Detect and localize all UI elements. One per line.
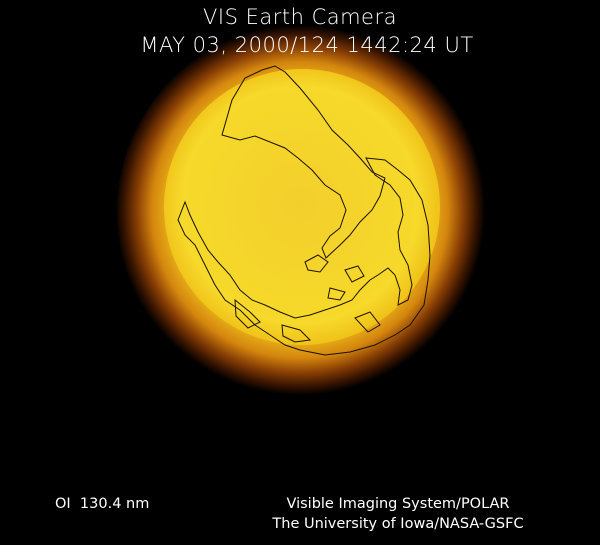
coastlines <box>177 65 431 356</box>
timestamp: MAY 03, 2000/124 1442:24 UT <box>140 33 473 57</box>
title: VIS Earth Camera <box>203 5 397 29</box>
credit-line: Visible Imaging System/POLAR <box>286 496 509 512</box>
filter-label: OI 130.4 nm <box>55 496 149 512</box>
credit-line: The University of Iowa/NASA-GSFC <box>271 516 523 532</box>
coastline <box>177 157 431 356</box>
coastline <box>234 254 381 343</box>
coastline <box>221 65 386 259</box>
